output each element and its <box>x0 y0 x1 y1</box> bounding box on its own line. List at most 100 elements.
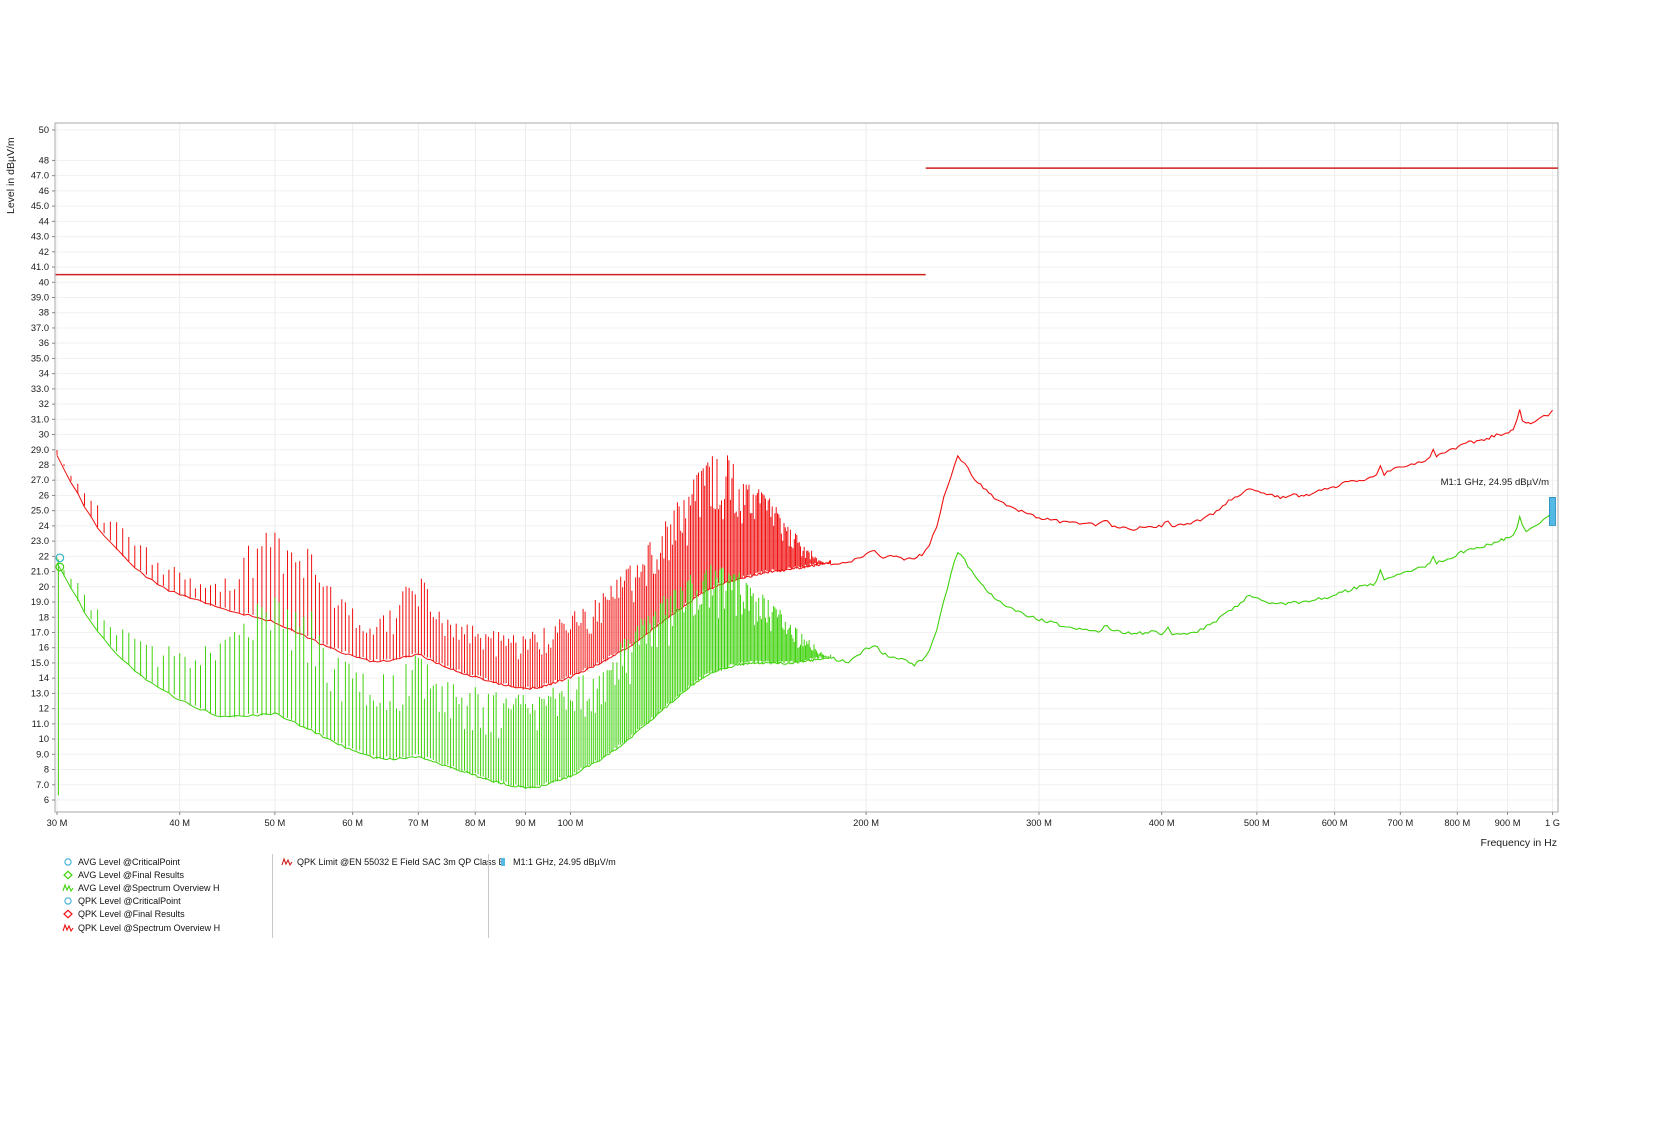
x-tick-label: 30 M <box>47 818 68 828</box>
y-axis-title: Level in dBµV/m <box>5 137 17 214</box>
y-tick-label: 26 <box>39 490 49 500</box>
y-tick-label: 28 <box>39 460 49 470</box>
y-tick-label: 7.0 <box>36 780 49 790</box>
y-tick-label: 47.0 <box>31 171 49 181</box>
y-tick-label: 27.0 <box>31 475 49 485</box>
x-tick-label: 800 M <box>1444 818 1470 828</box>
grid-layer <box>55 123 1558 812</box>
legend-item[interactable]: QPK Level @Final Results <box>62 908 220 921</box>
legend-item[interactable]: QPK Level @Spectrum Overview H <box>62 921 220 934</box>
y-tick-label: 20 <box>39 582 49 592</box>
trace-baseline <box>56 562 831 789</box>
y-tick-label: 30 <box>39 430 49 440</box>
y-tick-label: 32 <box>39 399 49 409</box>
trace-qpk-spectrum-overview[interactable] <box>56 409 1553 690</box>
x-tick-label: 200 M <box>853 818 879 828</box>
y-tick-label: 6 <box>44 795 49 805</box>
trace-comb <box>56 557 831 789</box>
x-tick-label: 600 M <box>1322 818 1348 828</box>
y-tick-label: 17.0 <box>31 627 49 637</box>
diamond-icon <box>63 909 73 919</box>
legend-item-label: M1:1 GHz, 24.95 dBµV/m <box>513 856 616 867</box>
critical-point-marker[interactable] <box>55 553 65 563</box>
y-tick-label: 40 <box>39 277 49 287</box>
x-tick-label: 70 M <box>408 818 429 828</box>
legend-item[interactable]: QPK Level @CriticalPoint <box>62 895 220 908</box>
y-tick-label: 13.0 <box>31 688 49 698</box>
trace-layer <box>55 167 1558 796</box>
y-tick-label: 31.0 <box>31 414 49 424</box>
trace-comb <box>56 450 831 690</box>
y-tick-label: 35.0 <box>31 353 49 363</box>
legend-column: M1:1 GHz, 24.95 dBµV/m <box>497 855 616 868</box>
legend-item-label: QPK Level @Final Results <box>78 909 185 920</box>
y-tick-label: 37.0 <box>31 323 49 333</box>
x-tick-label: 90 M <box>515 818 536 828</box>
marker-M1-handle[interactable] <box>1549 497 1556 526</box>
y-tick-label: 43.0 <box>31 232 49 242</box>
circle-icon <box>64 857 72 866</box>
x-tick-label: 100 M <box>558 818 584 828</box>
legend-item[interactable]: AVG Level @Spectrum Overview H <box>62 881 220 894</box>
y-tick-label: 34 <box>39 369 49 379</box>
legend-item-label: AVG Level @Spectrum Overview H <box>78 882 220 893</box>
y-tick-label: 23.0 <box>31 536 49 546</box>
y-tick-label: 29.0 <box>31 445 49 455</box>
legend-separator <box>488 854 489 938</box>
y-tick-label: 50 <box>39 125 49 135</box>
tick-layer: 50 48 47.0 46 45.0 44 43.0 42 41.0 40 39.0 38 37.0 36… <box>31 125 1560 828</box>
critical-point-marker[interactable] <box>55 562 65 572</box>
legend-separator <box>272 854 273 938</box>
legend-item[interactable]: AVG Level @CriticalPoint <box>62 855 220 868</box>
y-tick-label: 36 <box>39 338 49 348</box>
diamond-icon <box>63 870 73 880</box>
marker-layer <box>55 497 1556 572</box>
trace-line <box>830 409 1553 566</box>
x-axis-title: Frequency in Hz <box>1481 837 1557 849</box>
trace-avg-spectrum-overview[interactable] <box>56 511 1553 796</box>
x-tick-label: 40 M <box>169 818 190 828</box>
legend-item[interactable]: AVG Level @Final Results <box>62 868 220 881</box>
x-tick-label: 500 M <box>1244 818 1270 828</box>
y-tick-label: 46 <box>39 186 49 196</box>
y-tick-label: 24 <box>39 521 49 531</box>
x-tick-label: 400 M <box>1149 818 1175 828</box>
legend-item[interactable]: QPK Limit @EN 55032 E Field SAC 3m QP Cl… <box>281 855 505 868</box>
y-tick-label: 10 <box>39 734 49 744</box>
wave-icon <box>62 883 74 893</box>
y-tick-label: 12 <box>39 704 49 714</box>
y-tick-label: 41.0 <box>31 262 49 272</box>
x-tick-label: 60 M <box>342 818 363 828</box>
legend-column: QPK Limit @EN 55032 E Field SAC 3m QP Cl… <box>281 855 505 868</box>
circle-icon <box>64 897 72 905</box>
y-tick-label: 19.0 <box>31 597 49 607</box>
y-tick-label: 33.0 <box>31 384 49 394</box>
wave-icon <box>281 856 293 866</box>
y-tick-label: 14 <box>39 673 49 683</box>
x-tick-label: 80 M <box>465 818 486 828</box>
x-tick-label: 700 M <box>1387 818 1413 828</box>
x-tick-label: 1 G <box>1545 818 1560 828</box>
legend-item-label: AVG Level @Final Results <box>78 869 185 880</box>
y-tick-label: 9.0 <box>36 749 49 759</box>
x-tick-label: 900 M <box>1495 818 1521 828</box>
y-tick-label: 25.0 <box>31 506 49 516</box>
x-tick-label: 300 M <box>1026 818 1052 828</box>
y-tick-label: 16 <box>39 643 49 653</box>
y-tick-label: 42 <box>39 247 49 257</box>
y-tick-label: 48 <box>39 155 49 165</box>
y-tick-label: 45.0 <box>31 201 49 211</box>
wave-icon <box>62 922 74 932</box>
chart-legend: AVG Level @CriticalPoint AVG Level @Final… <box>0 853 1680 945</box>
y-tick-label: 18 <box>39 612 49 622</box>
y-tick-label: 8 <box>44 765 49 775</box>
legend-item[interactable]: M1:1 GHz, 24.95 dBµV/m <box>497 855 616 868</box>
legend-item-label: QPK Level @CriticalPoint <box>78 896 181 907</box>
y-tick-label: 11.0 <box>32 719 49 729</box>
y-tick-label: 21.0 <box>31 567 49 577</box>
x-tick-label: 50 M <box>265 818 286 828</box>
marker-m1-annotation: M1:1 GHz, 24.95 dBµV/m <box>1441 477 1550 488</box>
plot-border <box>54 122 1559 813</box>
